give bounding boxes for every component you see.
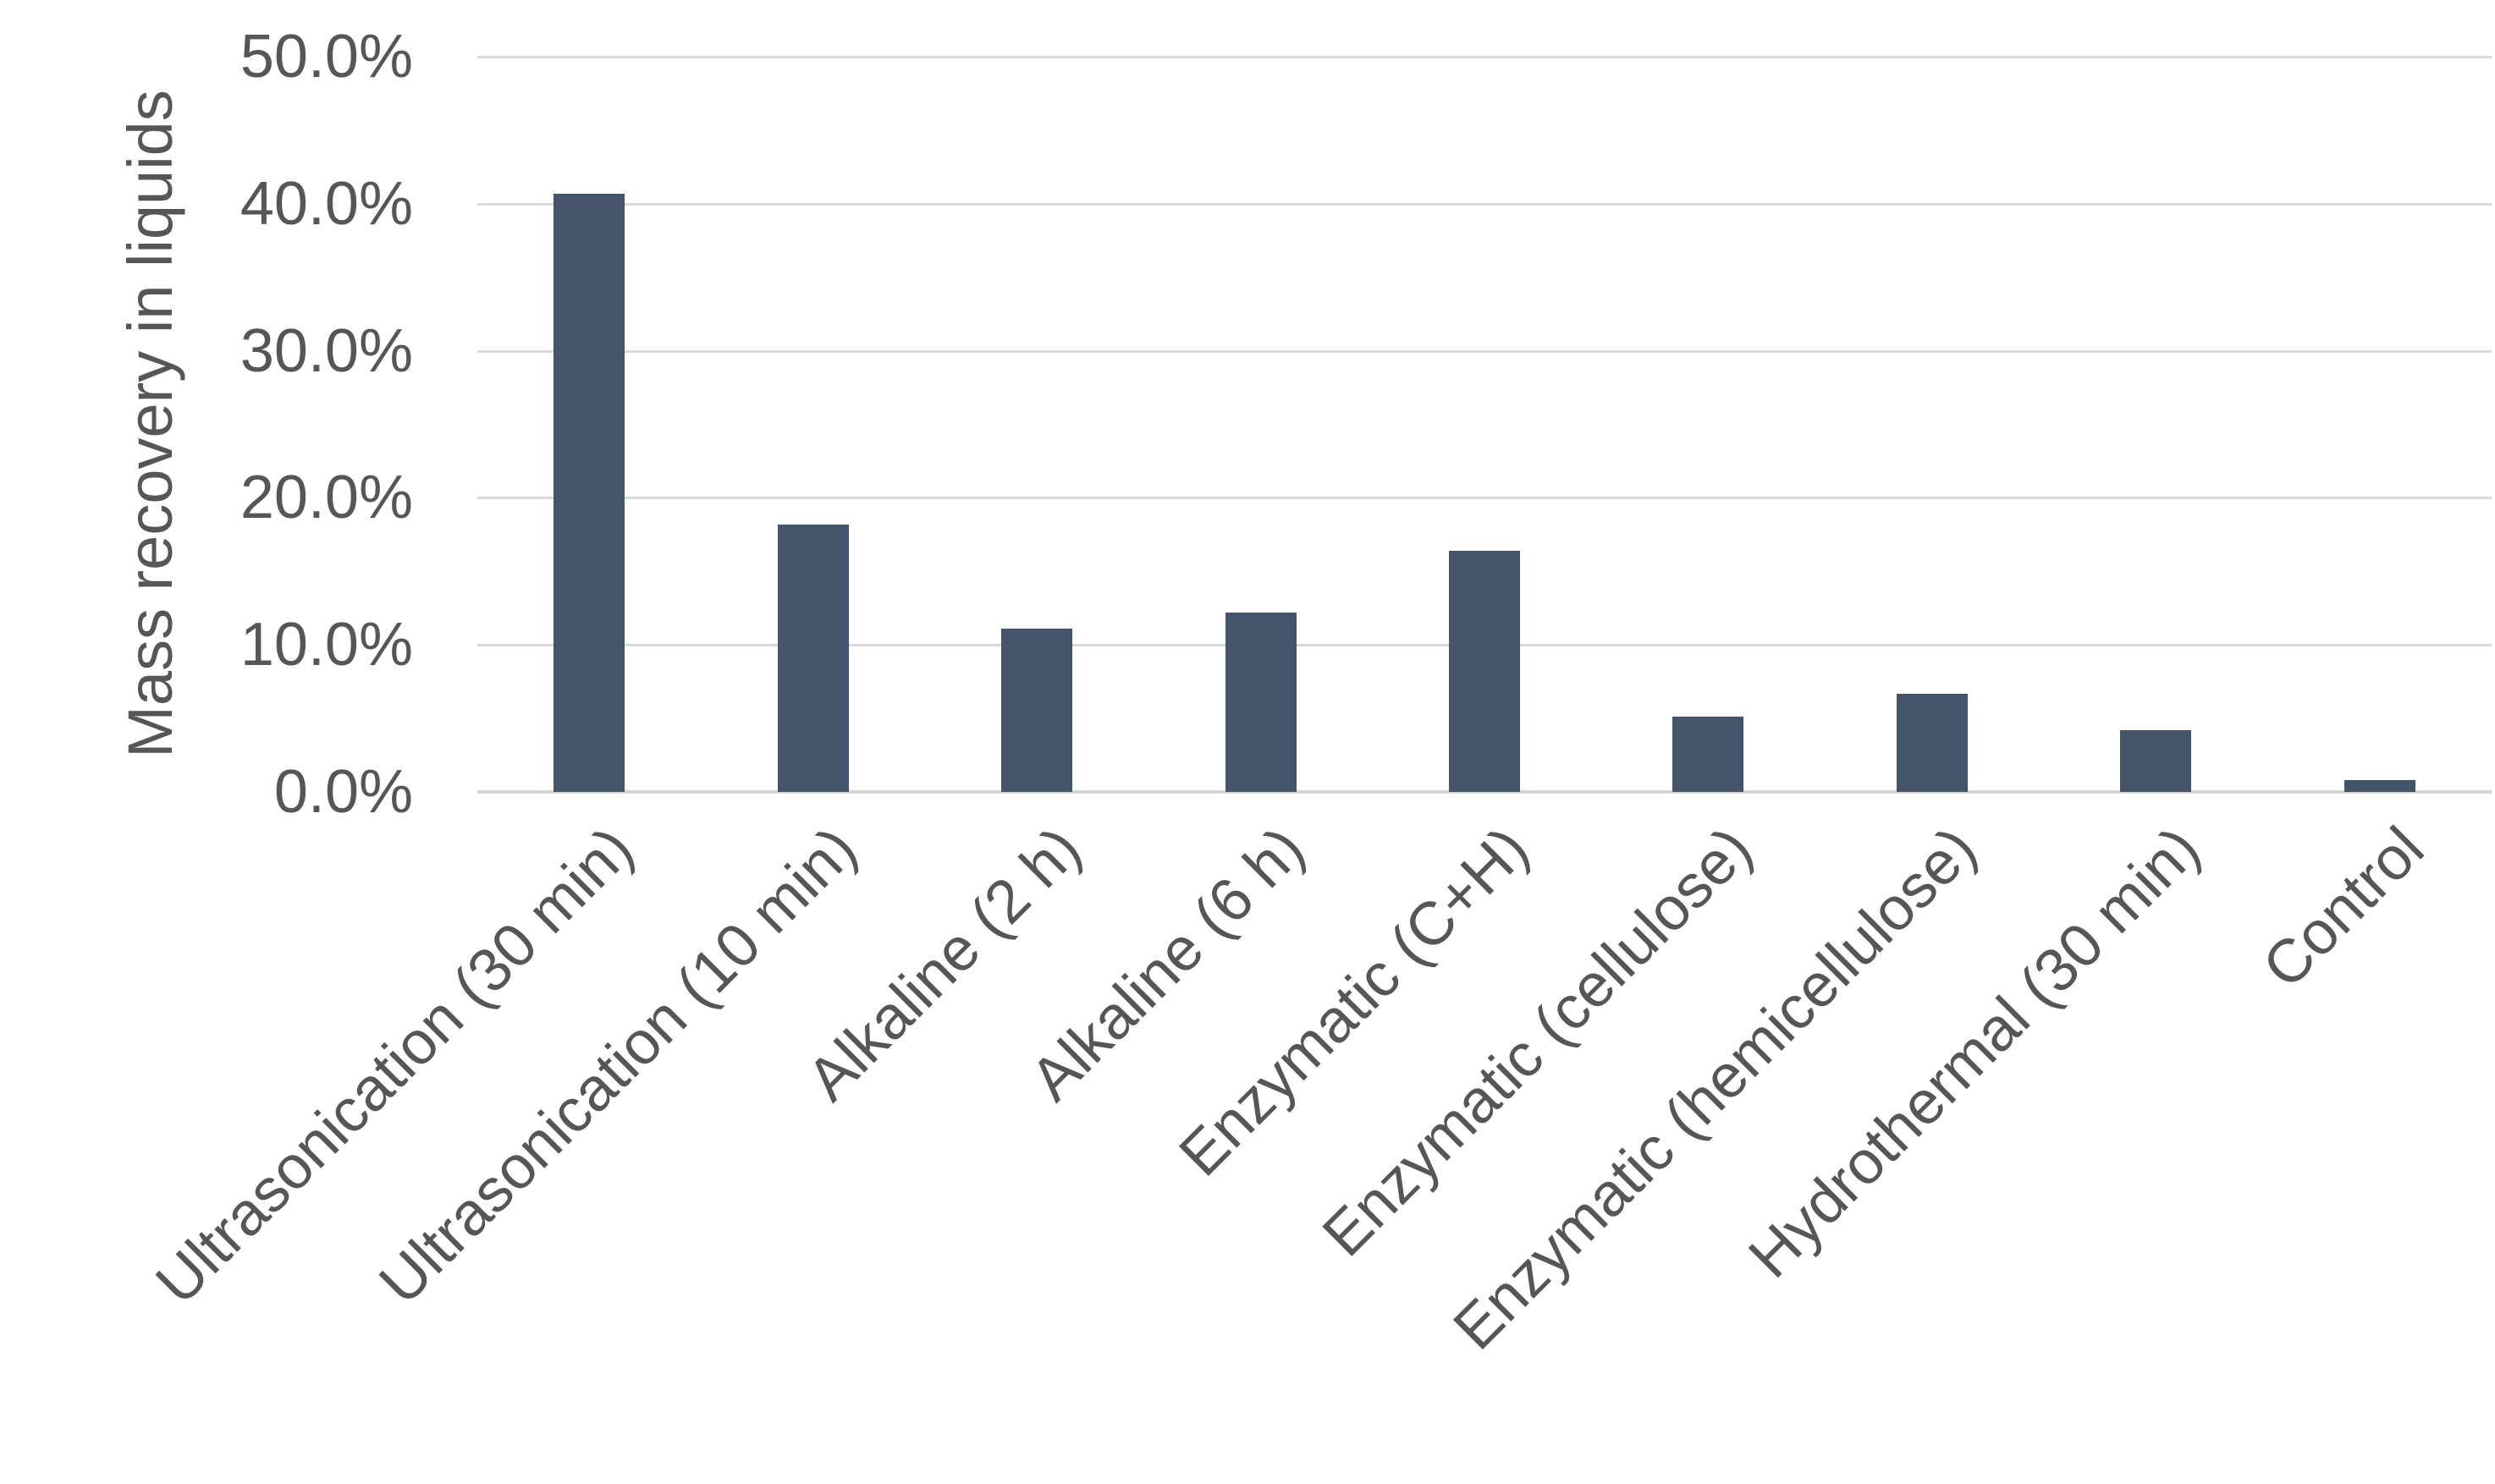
x-category-label: Hydrothermal (30 min) bbox=[1736, 814, 2213, 1291]
gridline-20.0% bbox=[477, 497, 2492, 500]
bar-Alkaline (2 h) bbox=[1001, 629, 1073, 792]
y-tick-label: 0.0% bbox=[273, 758, 413, 826]
y-tick-label: 10.0% bbox=[240, 611, 413, 679]
y-tick-label: 50.0% bbox=[240, 23, 413, 91]
y-tick-label: 20.0% bbox=[240, 464, 413, 532]
gridline-40.0% bbox=[477, 202, 2492, 206]
gridline-30.0% bbox=[477, 349, 2492, 353]
gridline-50.0% bbox=[477, 56, 2492, 58]
bar-Ultrasonication (10 min) bbox=[777, 524, 849, 792]
bar-Control bbox=[2344, 780, 2415, 792]
x-axis-line bbox=[477, 790, 2492, 794]
y-tick-label: 40.0% bbox=[240, 169, 413, 238]
plot-area bbox=[477, 56, 2492, 794]
bar-chart: Mass recovery in liquids 0.0% 10.0% 20.0% 3… bbox=[34, 14, 2495, 1470]
x-category-label: Control bbox=[2250, 814, 2437, 1002]
y-tick-label: 30.0% bbox=[240, 316, 413, 385]
bar-Enzymatic (hemicellulose) bbox=[1896, 693, 1968, 792]
x-category-label: Enzymatic (cellulose) bbox=[1310, 814, 1765, 1270]
bar-Enzymatic (C+H) bbox=[1449, 550, 1520, 792]
bar-Alkaline (6 h) bbox=[1225, 612, 1297, 792]
bar-Hydrothermal (30 min) bbox=[2120, 730, 2192, 792]
bar-Ultrasonication (30 min) bbox=[554, 193, 625, 792]
bar-Enzymatic (cellulose) bbox=[1672, 717, 1744, 792]
